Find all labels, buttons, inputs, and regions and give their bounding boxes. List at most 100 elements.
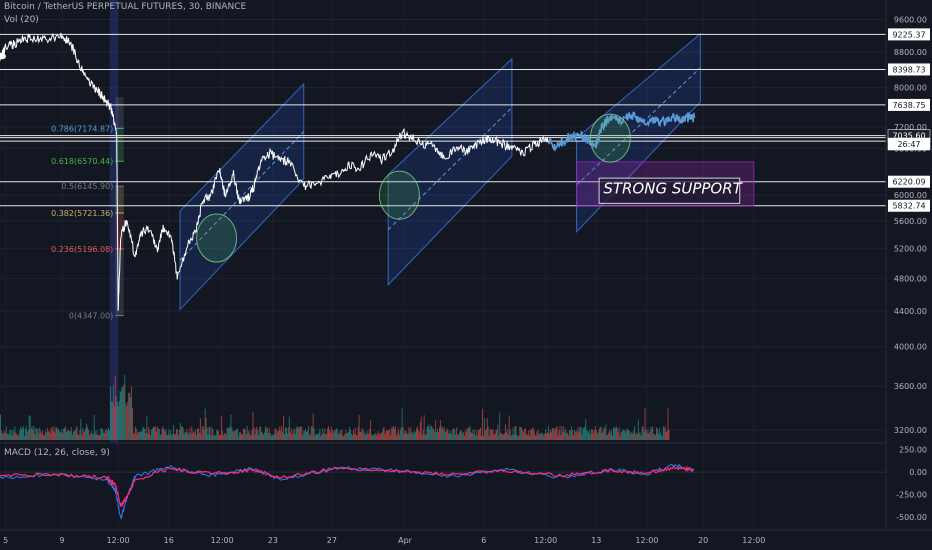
price-tick-label: 4400.00	[894, 307, 927, 316]
volume-bar	[623, 430, 625, 440]
volume-bar	[336, 428, 338, 440]
volume-bar	[415, 428, 417, 440]
volume-bar	[625, 432, 627, 440]
volume-bar	[372, 435, 374, 440]
volume-bar	[123, 384, 125, 440]
volume-bar	[479, 429, 481, 440]
volume-bar	[89, 433, 91, 440]
volume-bar	[466, 428, 468, 440]
volume-bar	[637, 419, 639, 440]
volume-bar	[274, 428, 276, 440]
volume-bar	[601, 432, 603, 440]
macd-tick-label: -250.00	[896, 491, 927, 500]
volume-bar	[391, 427, 393, 440]
volume-bar	[644, 407, 646, 440]
volume-bar	[251, 430, 253, 440]
volume-bar	[242, 428, 244, 440]
volume-bar	[339, 434, 341, 440]
volume-bar	[441, 426, 443, 440]
volume-bar	[548, 433, 550, 440]
volume-bar	[158, 428, 160, 440]
volume-bar	[269, 432, 271, 440]
highlight-ellipse[interactable]	[378, 170, 420, 220]
volume-bar	[381, 432, 383, 440]
time-tick-label: 20	[698, 536, 708, 545]
volume-bar	[42, 430, 44, 440]
volume-bar	[353, 433, 355, 440]
volume-bar	[621, 431, 623, 440]
volume-bar	[219, 434, 221, 440]
volume-bar	[319, 428, 321, 440]
price-axis[interactable]: 9600.008800.008000.007200.006800.006000.…	[885, 0, 932, 550]
volume-bar	[214, 434, 216, 440]
volume-bar	[596, 434, 598, 440]
countdown-badge[interactable]	[887, 137, 931, 151]
trend-channel[interactable]	[179, 82, 305, 311]
strong-support-zone[interactable]: STRONG SUPPORT	[576, 161, 755, 207]
volume-bar	[142, 426, 144, 440]
volume-bar	[546, 433, 548, 440]
volume-bar	[501, 432, 503, 440]
volume-bar	[432, 428, 434, 440]
volume-bar	[202, 426, 204, 440]
volume-bar	[265, 429, 267, 440]
volume-bar	[52, 431, 54, 440]
volume-bar	[566, 433, 568, 440]
time-axis[interactable]: 5 9 12:00 16 12:00 23 27 Apr 6 12:00 13 12:00 20 12:0…	[0, 529, 932, 550]
volume-bar	[175, 434, 177, 440]
volume-bar	[437, 432, 439, 440]
level-price-badge[interactable]	[888, 63, 930, 76]
volume-bar	[426, 426, 428, 440]
fib-level-label: 0(4347.00)	[69, 312, 113, 321]
fib-level-label: 0.236(5196.08)	[51, 245, 113, 254]
volume-bar	[447, 429, 449, 440]
volume-bar	[386, 430, 388, 440]
volume-bar	[292, 430, 294, 440]
volume-bar	[63, 428, 65, 440]
volume-bar	[613, 427, 615, 440]
volume-bar	[290, 428, 292, 440]
volume-bar	[436, 432, 438, 440]
volume-bar	[509, 429, 511, 440]
volume-bar	[321, 433, 323, 440]
volume-bar	[288, 416, 290, 440]
volume-bar	[57, 429, 59, 440]
volume-bar	[301, 426, 303, 440]
volume-bar	[124, 374, 126, 440]
highlight-ellipse[interactable]	[589, 113, 631, 163]
volume-bar	[620, 431, 622, 440]
level-price-badge[interactable]	[888, 175, 930, 188]
volume-bar	[341, 429, 343, 440]
volume-bar	[318, 432, 320, 440]
volume-bar	[104, 432, 106, 440]
volume-bar	[79, 430, 81, 440]
volume-bar	[160, 434, 162, 440]
volume-bar	[253, 427, 255, 440]
volume-bar	[551, 428, 553, 440]
highlight-ellipse[interactable]	[196, 213, 238, 263]
volume-bar	[463, 435, 465, 440]
volume-bar	[151, 429, 153, 440]
level-price-badge[interactable]	[888, 28, 930, 41]
volume-bar	[284, 427, 286, 440]
time-tick-label: Apr	[398, 536, 413, 545]
level-price-badge[interactable]	[888, 98, 930, 111]
volume-bar	[429, 429, 431, 440]
volume-bar	[331, 430, 333, 440]
trend-channel[interactable]	[387, 57, 513, 287]
highlight-ellipses[interactable]	[196, 113, 631, 263]
volume-bar	[343, 435, 345, 440]
volume-bar	[440, 427, 442, 440]
volume-bar	[442, 429, 444, 440]
level-price-badge[interactable]	[888, 199, 930, 212]
volume-bar	[139, 431, 141, 440]
volume-bar	[583, 428, 585, 440]
volume-bar	[483, 418, 485, 440]
volume-bar	[133, 432, 135, 440]
volume-bar	[545, 428, 547, 440]
volume-bar	[536, 431, 538, 440]
volume-bar	[238, 435, 240, 440]
volume-bar	[356, 434, 358, 440]
time-tick-label: 9	[59, 536, 64, 545]
